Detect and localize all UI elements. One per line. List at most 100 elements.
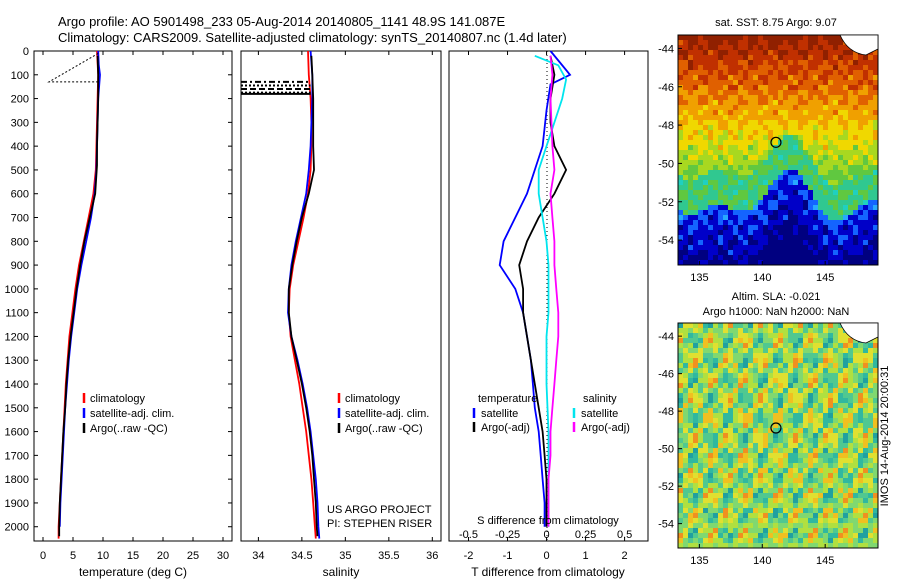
- map-cell: [843, 463, 848, 468]
- map-cell: [683, 383, 688, 388]
- map-cell: [763, 383, 768, 388]
- map-cell: [733, 453, 738, 458]
- map-cell: [773, 383, 778, 388]
- map-cell: [718, 255, 723, 260]
- map-cell: [718, 498, 723, 503]
- map-cell: [763, 205, 768, 210]
- map-cell: [798, 185, 803, 190]
- map-cell: [678, 195, 683, 200]
- map-cell: [708, 85, 713, 90]
- map-cell: [718, 533, 723, 538]
- map-cell: [803, 135, 808, 140]
- map-cell: [753, 438, 758, 443]
- map-cell: [793, 200, 798, 205]
- map-cell: [848, 503, 853, 508]
- map-cell: [773, 433, 778, 438]
- map-cell: [758, 85, 763, 90]
- map-cell: [823, 378, 828, 383]
- map-cell: [708, 120, 713, 125]
- map-cell: [778, 100, 783, 105]
- map-cell: [863, 398, 868, 403]
- map-cell: [803, 130, 808, 135]
- map-cell: [778, 235, 783, 240]
- map-cell: [743, 378, 748, 383]
- map-cell: [798, 483, 803, 488]
- map-cell: [688, 343, 693, 348]
- map-cell: [718, 145, 723, 150]
- series-line-argo---raw--qc-: [287, 55, 319, 537]
- map-cell: [788, 245, 793, 250]
- map-cell: [758, 433, 763, 438]
- map-cell: [693, 205, 698, 210]
- map-cell: [753, 423, 758, 428]
- map-cell: [838, 368, 843, 373]
- map-cell: [778, 110, 783, 115]
- map-cell: [833, 180, 838, 185]
- lat-tick-label: -46: [658, 82, 674, 94]
- map-cell: [868, 215, 873, 220]
- map-cell: [848, 513, 853, 518]
- map-cell: [818, 55, 823, 60]
- map-cell: [793, 388, 798, 393]
- map-cell: [838, 195, 843, 200]
- map-cell: [853, 373, 858, 378]
- map-cell: [748, 358, 753, 363]
- map-cell: [793, 433, 798, 438]
- map-cell: [828, 423, 833, 428]
- map-cell: [713, 95, 718, 100]
- map-cell: [768, 468, 773, 473]
- map-cell: [823, 473, 828, 478]
- map-cell: [773, 185, 778, 190]
- map-cell: [693, 170, 698, 175]
- map-cell: [708, 463, 713, 468]
- map-cell: [808, 518, 813, 523]
- map-cell: [763, 483, 768, 488]
- map-cell: [733, 55, 738, 60]
- map-cell: [843, 398, 848, 403]
- map-cell: [858, 170, 863, 175]
- map-cell: [733, 398, 738, 403]
- map-cell: [758, 533, 763, 538]
- map-cell: [728, 468, 733, 473]
- map-cell: [783, 453, 788, 458]
- map-cell: [803, 463, 808, 468]
- map-cell: [803, 95, 808, 100]
- map-cell: [828, 408, 833, 413]
- map-cell: [698, 338, 703, 343]
- map-cell: [753, 543, 758, 548]
- map-cell: [868, 100, 873, 105]
- map-cell: [738, 518, 743, 523]
- map-cell: [723, 403, 728, 408]
- map-cell: [868, 110, 873, 115]
- map-cell: [743, 463, 748, 468]
- map-cell: [713, 398, 718, 403]
- map-cell: [838, 333, 843, 338]
- map-cell: [843, 538, 848, 543]
- map-cell: [733, 105, 738, 110]
- map-cell: [728, 423, 733, 428]
- map-cell: [838, 100, 843, 105]
- map-cell: [803, 438, 808, 443]
- map-cell: [693, 503, 698, 508]
- map-cell: [853, 388, 858, 393]
- map-cell: [723, 45, 728, 50]
- map-cell: [798, 225, 803, 230]
- map-cell: [748, 220, 753, 225]
- map-cell: [758, 160, 763, 165]
- map-cell: [853, 125, 858, 130]
- map-cell: [753, 85, 758, 90]
- map-cell: [748, 200, 753, 205]
- map-cell: [863, 373, 868, 378]
- map-cell: [768, 418, 773, 423]
- map-cell: [858, 225, 863, 230]
- map-cell: [728, 388, 733, 393]
- map-cell: [843, 343, 848, 348]
- map-cell: [833, 358, 838, 363]
- map-cell: [853, 110, 858, 115]
- map-cell: [853, 498, 858, 503]
- map-cell: [868, 165, 873, 170]
- map-cell: [713, 478, 718, 483]
- map-cell: [728, 398, 733, 403]
- map-cell: [778, 185, 783, 190]
- map-cell: [763, 328, 768, 333]
